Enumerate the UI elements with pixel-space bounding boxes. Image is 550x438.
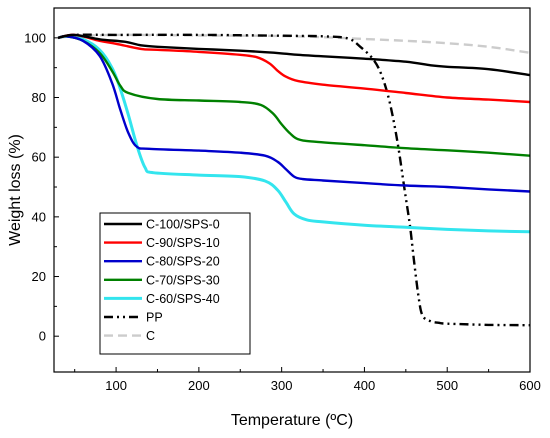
y-tick-label: 80 <box>32 90 46 105</box>
y-tick-label: 0 <box>39 329 46 344</box>
legend-label: C-80/SPS-20 <box>146 255 220 269</box>
legend-label: C-60/SPS-40 <box>146 292 220 306</box>
series-line-c-70-sps-30 <box>57 35 531 157</box>
legend-label: PP <box>146 311 163 325</box>
series-line-c <box>58 33 531 54</box>
legend-box <box>99 212 251 355</box>
y-axis: 0 20 40 60 80 100 <box>24 30 59 344</box>
x-tick-label: 500 <box>436 378 458 393</box>
series-line-c-90-sps-10 <box>57 33 531 104</box>
y-tick-label: 40 <box>32 209 46 224</box>
series-line-c-100-sps-0 <box>57 33 531 77</box>
x-tick-label: 100 <box>105 378 127 393</box>
x-axis-title: Temperature (ºC) <box>231 412 353 429</box>
series-line-c-80-sps-20 <box>57 35 531 193</box>
x-tick-label: 400 <box>354 378 376 393</box>
plot-frame <box>53 7 531 373</box>
legend-label: C <box>146 329 155 343</box>
legend: C-100/SPS-0 C-90/SPS-10 C-80/SPS-20 C-70/SP… <box>99 212 251 355</box>
y-axis-title: Weight loss (%) <box>7 134 24 246</box>
x-tick-label: 200 <box>188 378 210 393</box>
legend-label: C-90/SPS-10 <box>146 236 220 250</box>
y-tick-label: 60 <box>32 150 46 165</box>
y-tick-label: 100 <box>24 30 46 45</box>
x-tick-label: 300 <box>271 378 293 393</box>
legend-label: C-100/SPS-0 <box>146 218 220 232</box>
series-line-pp <box>57 33 531 327</box>
plot-curves <box>57 33 531 327</box>
x-tick-label: 600 <box>519 378 541 393</box>
x-axis: 100 200 300 400 500 600 <box>74 367 541 393</box>
legend-label: C-70/SPS-30 <box>146 273 220 287</box>
series-line-c-60-sps-40 <box>57 34 531 234</box>
y-tick-label: 20 <box>32 269 46 284</box>
